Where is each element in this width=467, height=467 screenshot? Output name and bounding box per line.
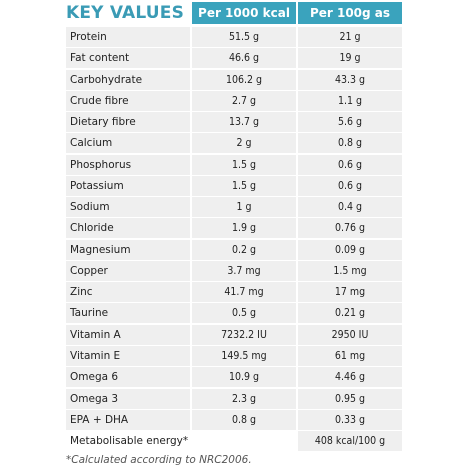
nutrient-name: EPA + DHA	[66, 409, 190, 430]
nutrient-name: Chloride	[66, 218, 190, 239]
nutrient-name: Protein	[66, 27, 190, 47]
value-per-1000-kcal: 2.3 g	[192, 388, 296, 409]
footnote: *Calculated according to NRC2006.	[66, 454, 252, 466]
value-per-1000-kcal: 41.7 mg	[192, 282, 296, 303]
table-row: Crude fibre 2.7 g 1.1 g	[66, 90, 402, 111]
value-per-1000-kcal: 2 g	[192, 133, 296, 154]
nutrient-name: Copper	[66, 260, 190, 281]
value-per-1000-kcal: 106.2 g	[192, 69, 296, 90]
nutrient-name: Carbohydrate	[66, 69, 190, 90]
value-per-100g: 0.21 g	[298, 303, 402, 324]
value-per-100g: 1.1 g	[298, 90, 402, 111]
table-row: EPA + DHA 0.8 g 0.33 g	[66, 409, 402, 430]
value-per-100g: 408 kcal/100 g	[298, 431, 402, 452]
value-per-1000-kcal: 2.7 g	[192, 90, 296, 111]
value-per-1000-kcal	[192, 431, 296, 452]
table-row: Omega 6 10.9 g 4.46 g	[66, 367, 402, 388]
value-per-1000-kcal: 149.5 mg	[192, 345, 296, 366]
nutrient-name: Dietary fibre	[66, 112, 190, 133]
nutrient-name: Metabolisable energy*	[66, 431, 190, 452]
value-per-100g: 0.6 g	[298, 154, 402, 175]
value-per-100g: 2950 IU	[298, 324, 402, 345]
value-per-1000-kcal: 1.5 g	[192, 154, 296, 175]
value-per-100g: 4.46 g	[298, 367, 402, 388]
nutrient-name: Vitamin A	[66, 324, 190, 345]
table-row: Dietary fibre 13.7 g 5.6 g	[66, 112, 402, 133]
nutrient-name: Vitamin E	[66, 345, 190, 366]
nutrient-name: Omega 3	[66, 388, 190, 409]
table-row: Chloride 1.9 g 0.76 g	[66, 218, 402, 239]
column-header-per-100g: Per 100g as fed	[298, 2, 402, 42]
value-per-1000-kcal: 13.7 g	[192, 112, 296, 133]
value-per-1000-kcal: 1.9 g	[192, 218, 296, 239]
value-per-100g: 0.4 g	[298, 197, 402, 218]
table-body: Protein 51.5 g 21 g Fat content 46.6 g 19 g Ca…	[66, 27, 402, 452]
value-per-100g: 5.6 g	[298, 112, 402, 133]
table-title: KEY VALUES	[66, 3, 185, 23]
nutrient-name: Potassium	[66, 175, 190, 196]
value-per-100g: 0.33 g	[298, 409, 402, 430]
column-header-per-1000-kcal: Per 1000 kcal	[192, 2, 296, 24]
value-per-100g: 0.09 g	[298, 239, 402, 260]
nutrient-name: Fat content	[66, 48, 190, 69]
value-per-100g: 21 g	[298, 27, 402, 47]
nutrient-name: Zinc	[66, 282, 190, 303]
value-per-100g: 1.5 mg	[298, 260, 402, 281]
value-per-100g: 0.8 g	[298, 133, 402, 154]
nutrient-name: Magnesium	[66, 239, 190, 260]
value-per-1000-kcal: 3.7 mg	[192, 260, 296, 281]
nutrient-name: Taurine	[66, 303, 190, 324]
table-row: Potassium 1.5 g 0.6 g	[66, 175, 402, 196]
value-per-1000-kcal: 10.9 g	[192, 367, 296, 388]
table-row: Carbohydrate 106.2 g 43.3 g	[66, 69, 402, 90]
value-per-1000-kcal: 51.5 g	[192, 27, 296, 47]
value-per-1000-kcal: 7232.2 IU	[192, 324, 296, 345]
table-row: Copper 3.7 mg 1.5 mg	[66, 260, 402, 281]
value-per-1000-kcal: 0.5 g	[192, 303, 296, 324]
table-row: Phosphorus 1.5 g 0.6 g	[66, 154, 402, 175]
value-per-100g: 0.76 g	[298, 218, 402, 239]
table-row: Magnesium 0.2 g 0.09 g	[66, 239, 402, 260]
nutrient-name: Omega 6	[66, 367, 190, 388]
nutrient-name: Crude fibre	[66, 90, 190, 111]
table-row: Calcium 2 g 0.8 g	[66, 133, 402, 154]
table-header: KEY VALUES Per 1000 kcal Per 100g as fed	[0, 2, 467, 42]
value-per-100g: 17 mg	[298, 282, 402, 303]
value-per-1000-kcal: 1 g	[192, 197, 296, 218]
table-row: Omega 3 2.3 g 0.95 g	[66, 388, 402, 409]
value-per-1000-kcal: 1.5 g	[192, 175, 296, 196]
table-row: Vitamin E 149.5 mg 61 mg	[66, 345, 402, 366]
table-row: Taurine 0.5 g 0.21 g	[66, 303, 402, 324]
value-per-100g: 43.3 g	[298, 69, 402, 90]
table-row: Protein 51.5 g 21 g	[66, 27, 402, 47]
table-row: Metabolisable energy* 408 kcal/100 g	[66, 431, 402, 452]
nutrient-name: Calcium	[66, 133, 190, 154]
value-per-100g: 61 mg	[298, 345, 402, 366]
table-row: Vitamin A 7232.2 IU 2950 IU	[66, 324, 402, 345]
table-row: Sodium 1 g 0.4 g	[66, 197, 402, 218]
value-per-1000-kcal: 0.2 g	[192, 239, 296, 260]
table-row: Zinc 41.7 mg 17 mg	[66, 282, 402, 303]
table-row: Fat content 46.6 g 19 g	[66, 48, 402, 69]
value-per-100g: 0.6 g	[298, 175, 402, 196]
nutrient-name: Phosphorus	[66, 154, 190, 175]
nutrient-name: Sodium	[66, 197, 190, 218]
value-per-100g: 19 g	[298, 48, 402, 69]
value-per-100g: 0.95 g	[298, 388, 402, 409]
value-per-1000-kcal: 46.6 g	[192, 48, 296, 69]
value-per-1000-kcal: 0.8 g	[192, 409, 296, 430]
